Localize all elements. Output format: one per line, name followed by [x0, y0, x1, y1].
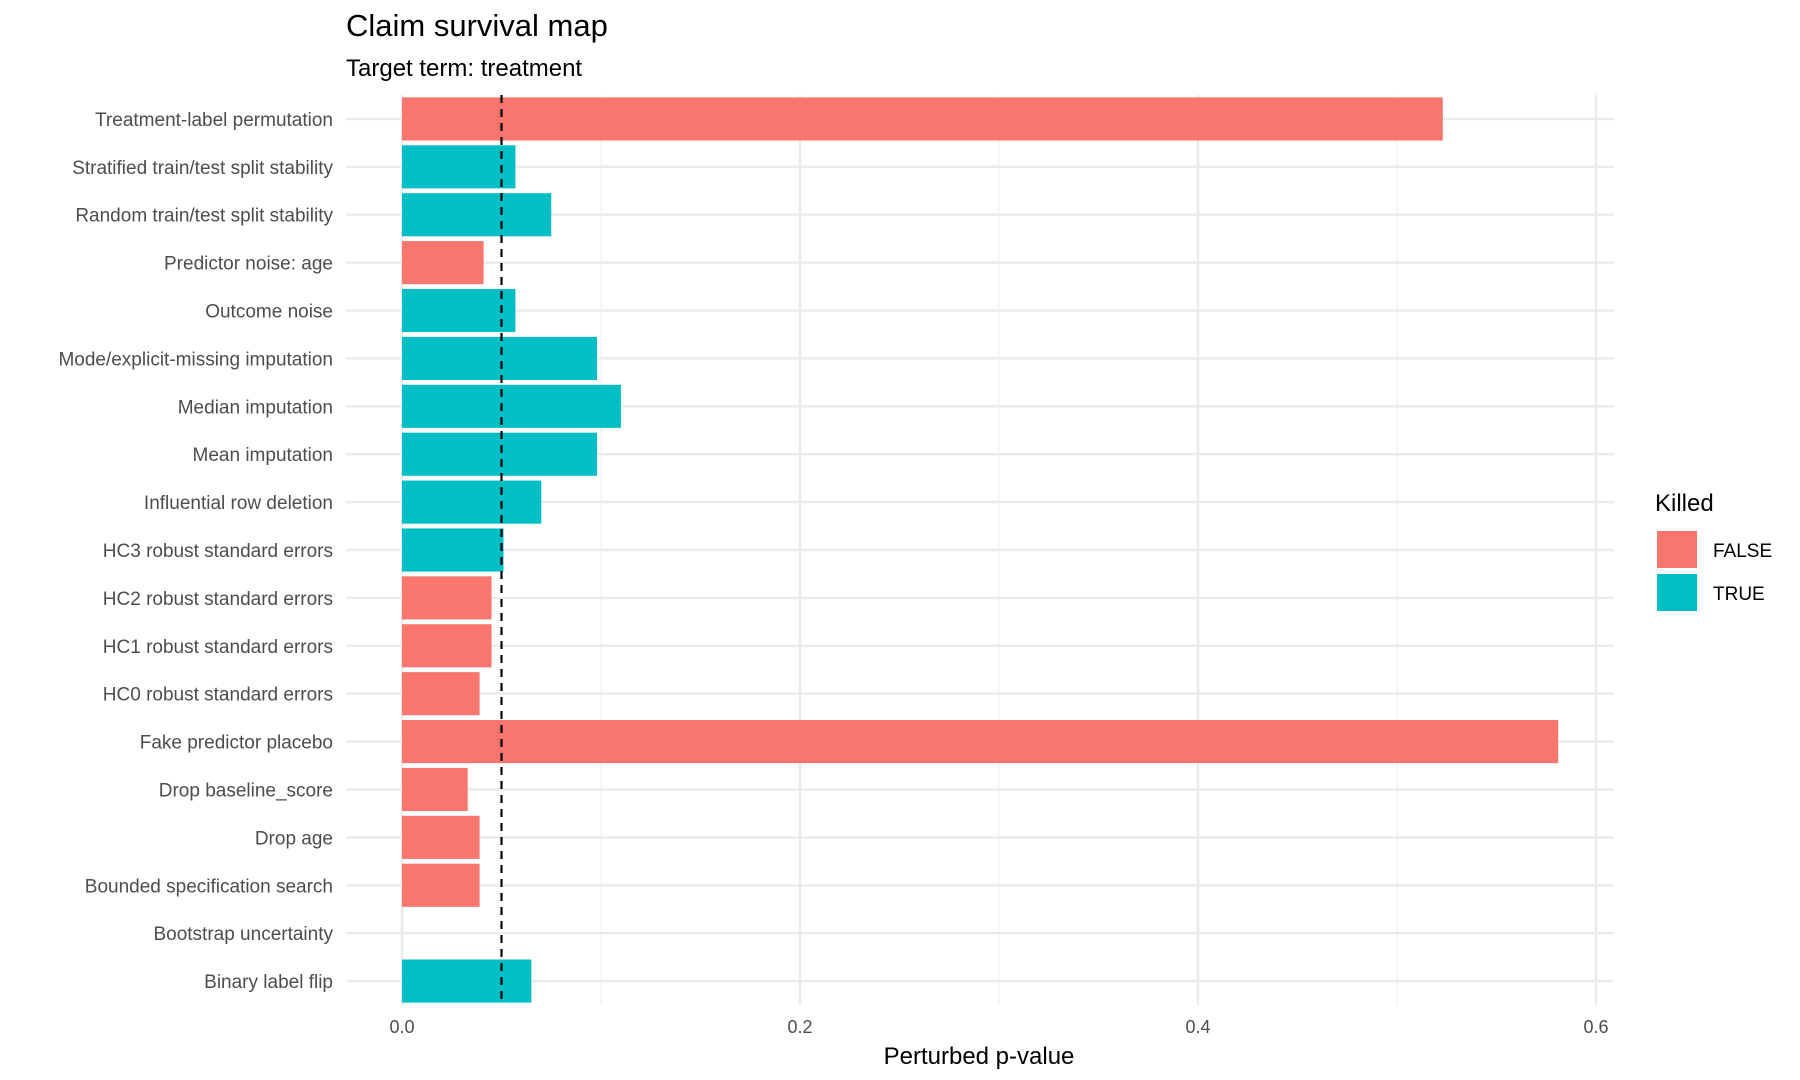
bar	[402, 815, 480, 859]
x-tick-label: 0.0	[389, 1017, 414, 1037]
y-tick-label: Stratified train/test split stability	[72, 158, 333, 179]
y-tick-label: Bootstrap uncertainty	[153, 924, 333, 945]
bar	[402, 193, 552, 237]
y-tick-label: Predictor noise: age	[164, 254, 333, 275]
y-tick-label: Bounded specification search	[85, 876, 333, 897]
legend-key	[1657, 531, 1697, 568]
legend-label: TRUE	[1713, 584, 1765, 605]
bar	[402, 288, 516, 333]
y-tick-label: Fake predictor placebo	[140, 733, 333, 754]
legend-label: FALSE	[1713, 541, 1772, 562]
y-tick-label: Random train/test split stability	[75, 206, 333, 227]
chart-title: Claim survival map	[346, 8, 608, 43]
y-tick-label: Median imputation	[178, 397, 333, 418]
y-tick-label: Treatment-label permutation	[95, 110, 333, 131]
bar	[402, 624, 492, 668]
bar	[402, 97, 1443, 141]
y-tick-labels: Treatment-label permutation Stratified tr…	[58, 110, 333, 993]
x-axis-title: Perturbed p-value	[884, 1043, 1075, 1070]
legend: Killed FALSE TRUE	[1655, 490, 1772, 611]
grid	[346, 95, 1614, 1005]
y-tick-label: Influential row deletion	[144, 493, 333, 514]
y-tick-label: Outcome noise	[205, 302, 333, 323]
x-tick-labels: 0.0 0.2 0.4 0.6	[389, 1017, 1608, 1037]
bar	[402, 767, 468, 812]
bar	[402, 959, 532, 1003]
y-tick-label: Drop baseline_score	[159, 780, 333, 801]
bar	[402, 145, 516, 189]
bar	[402, 863, 480, 907]
y-tick-label: Binary label flip	[204, 972, 333, 993]
y-tick-label: Drop age	[255, 828, 333, 849]
legend-key	[1657, 574, 1697, 611]
y-tick-label: HC2 robust standard errors	[103, 589, 333, 610]
y-tick-label: Mode/explicit-missing imputation	[58, 349, 333, 370]
legend-title: Killed	[1655, 490, 1714, 517]
y-tick-label: HC3 robust standard errors	[103, 541, 333, 562]
bar	[402, 480, 542, 524]
bar	[402, 672, 480, 716]
bar	[402, 241, 484, 285]
y-tick-label: Mean imputation	[193, 445, 333, 466]
bar	[402, 576, 492, 620]
y-tick-label: HC1 robust standard errors	[103, 637, 333, 658]
x-tick-label: 0.6	[1583, 1017, 1608, 1037]
x-tick-label: 0.2	[787, 1017, 812, 1037]
chart-subtitle: Target term: treatment	[346, 55, 582, 82]
y-tick-label: HC0 robust standard errors	[103, 685, 333, 706]
bar	[402, 336, 598, 380]
bars	[402, 97, 1559, 1003]
bar	[402, 528, 504, 572]
bar	[402, 720, 1559, 764]
bar	[402, 432, 598, 476]
x-tick-label: 0.4	[1185, 1017, 1210, 1037]
bar	[402, 384, 621, 428]
